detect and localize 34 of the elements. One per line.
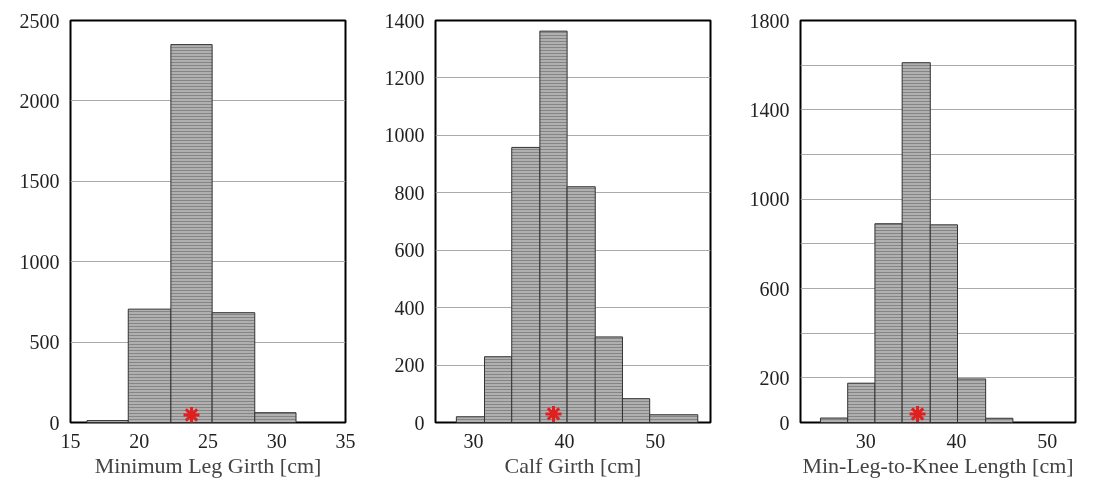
y-tick-label: 1800 [749, 9, 790, 32]
y-tick-label: 400 [394, 296, 425, 319]
y-tick-label: 2500 [19, 9, 60, 32]
y-tick-label: 200 [759, 366, 790, 389]
y-tick-label: 1400 [749, 98, 790, 121]
y-tick-label: 1000 [384, 124, 425, 147]
x-axis-title: Minimum Leg Girth [cm] [94, 452, 322, 478]
y-tick-label: 1400 [384, 9, 425, 32]
x-tick-label: 30 [463, 429, 484, 452]
x-tick-label: 15 [60, 429, 81, 452]
x-tick-label: 30 [855, 429, 876, 452]
x-tick-label: 50 [645, 429, 666, 452]
x-tick-label: 25 [198, 429, 218, 452]
x-axis-title: Min-Leg-to-Knee Length [cm] [802, 452, 1074, 478]
x-tick-label: 20 [129, 429, 150, 452]
y-tick-label: 2000 [19, 89, 60, 112]
x-tick-label: 50 [1037, 429, 1058, 452]
x-tick-label: 30 [266, 429, 287, 452]
y-tick-label: 1000 [749, 188, 790, 211]
y-tick-label: 1500 [19, 170, 60, 193]
y-tick-label: 1200 [384, 66, 425, 89]
y-tick-label: 600 [759, 277, 790, 300]
y-tick-label: 1000 [19, 250, 60, 273]
x-tick-label: 40 [946, 429, 967, 452]
y-tick-label: 500 [29, 331, 60, 354]
y-tick-label: 200 [394, 354, 425, 377]
y-tick-label: 0 [49, 411, 60, 434]
x-tick-label: 40 [554, 429, 575, 452]
y-tick-label: 0 [414, 411, 425, 434]
y-tick-label: 600 [394, 239, 425, 262]
y-tick-label: 0 [779, 411, 790, 434]
y-tick-label: 800 [394, 181, 425, 204]
x-tick-label: 35 [335, 429, 356, 452]
x-axis-title: Calf Girth [cm] [504, 452, 642, 478]
